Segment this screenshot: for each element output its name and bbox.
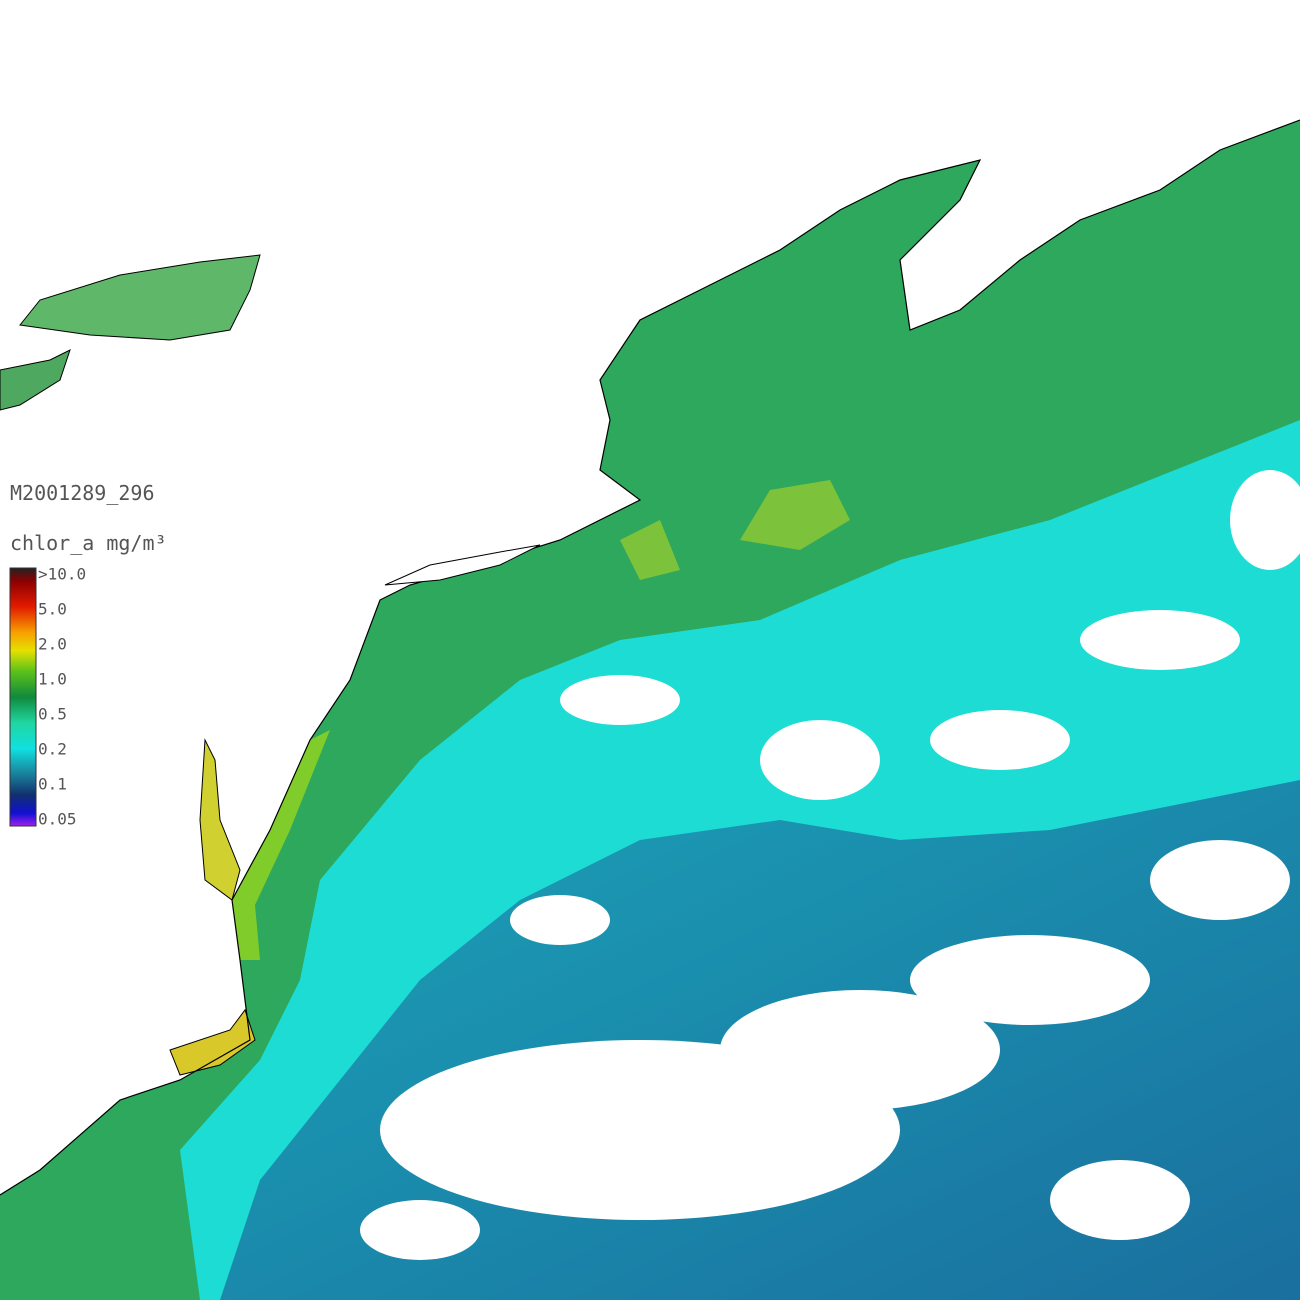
long-island [384,544,541,586]
colorbar-label: 0.05 [38,810,77,829]
colorbar-label: 5.0 [38,600,67,619]
colorbar-label: 2.0 [38,635,67,654]
coastline [0,119,1300,1196]
colorbar-label: 0.5 [38,705,67,724]
coastal-bloom [232,730,330,960]
units-label: chlor_a mg/m³ [10,531,167,555]
chesapeake-bay [199,738,241,901]
colorbar-label: 0.1 [38,775,67,794]
colorbar [9,567,37,827]
pamlico-sound [169,1008,256,1076]
image-id: M2001289_296 [10,481,155,505]
lake-ontario [19,254,261,341]
lake-erie [0,349,71,411]
clouds [360,470,1300,1260]
colorbar-labels: >10.0 5.0 2.0 1.0 0.5 0.2 0.1 0.05 [38,565,86,829]
georges-bank [620,480,850,580]
colorbar-label: >10.0 [38,565,86,584]
colorbar-label: 0.2 [38,740,67,759]
colorbar-label: 1.0 [38,670,67,689]
